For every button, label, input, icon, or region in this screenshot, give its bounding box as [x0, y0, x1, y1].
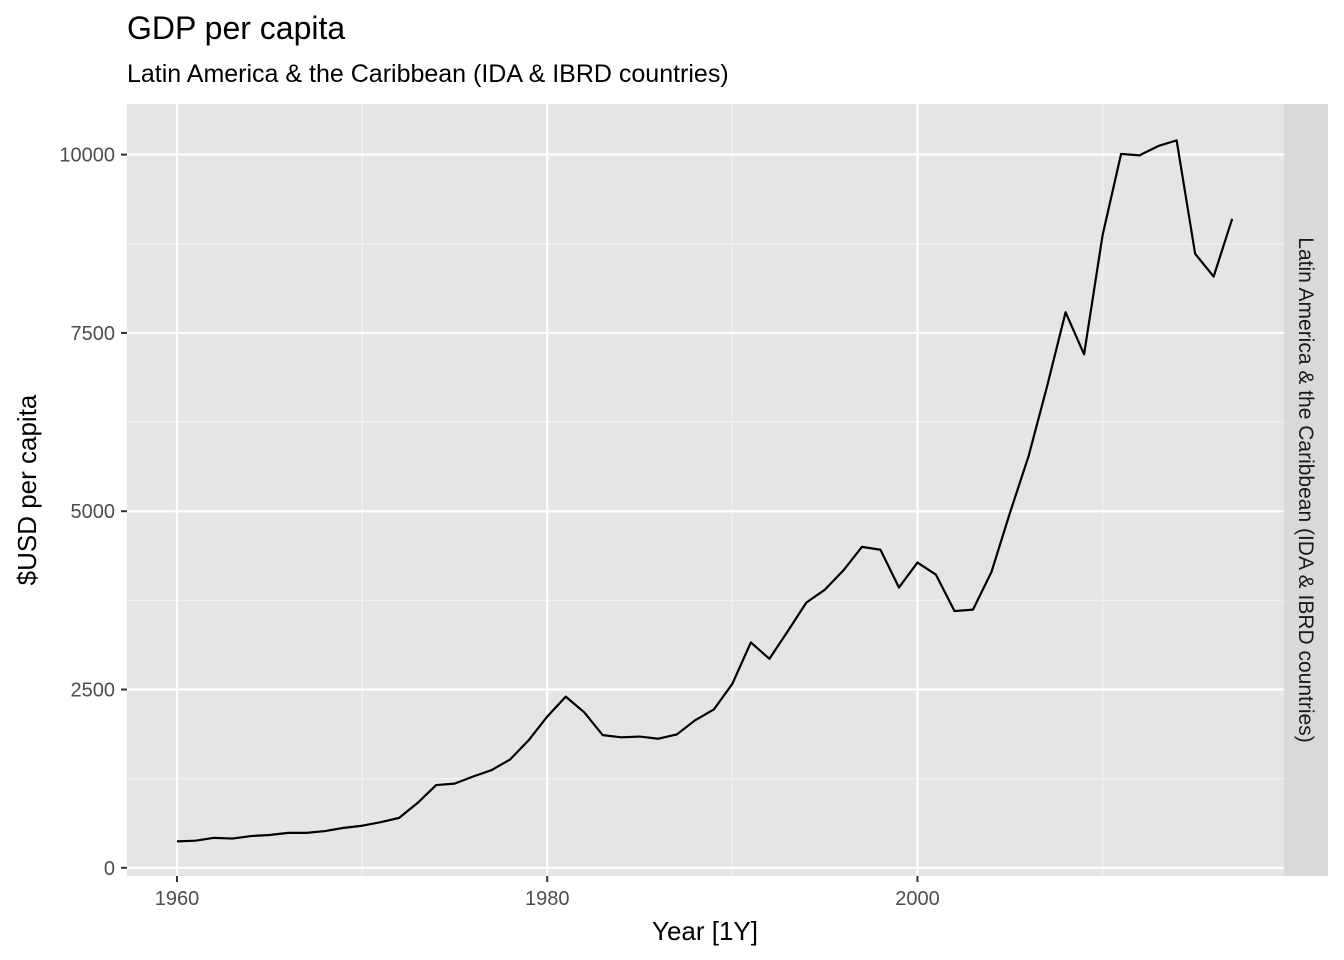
y-tick-label: 10000 — [59, 145, 115, 167]
y-tick-label: 0 — [104, 858, 115, 880]
axes — [121, 153, 919, 882]
x-tick-label: 1960 — [155, 888, 200, 910]
x-tick-label: 2000 — [895, 888, 940, 910]
y-tick-label: 2500 — [71, 680, 116, 702]
y-tick-label: 7500 — [71, 323, 116, 345]
plot-panel — [127, 104, 1284, 876]
y-tick-label: 5000 — [71, 501, 116, 523]
y-tick-labels: 0 2500 5000 7500 10000 — [59, 145, 115, 880]
x-tick-labels: 1960 1980 2000 — [155, 888, 940, 910]
y-axis-title: $USD per capita — [12, 394, 42, 585]
chart-subtitle: Latin America & the Caribbean (IDA & IBR… — [127, 60, 729, 88]
series-line — [176, 139, 1234, 843]
facet-strip — [1284, 104, 1328, 876]
x-axis-title: Year [1Y] — [652, 916, 758, 946]
facet-strip-label: Latin America & the Caribbean (IDA & IBR… — [1294, 237, 1317, 742]
major-gridlines — [127, 104, 1284, 876]
x-tick-label: 1980 — [525, 888, 570, 910]
chart-title: GDP per capita — [127, 10, 345, 46]
